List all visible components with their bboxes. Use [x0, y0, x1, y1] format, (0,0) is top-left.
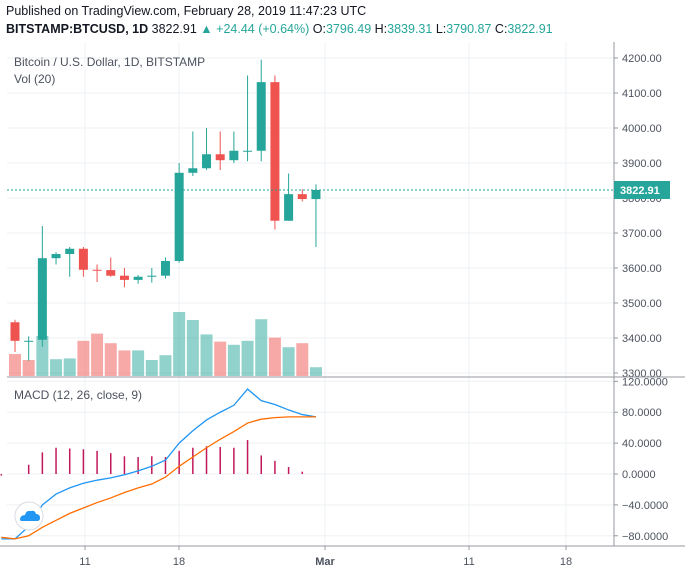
low-value: 3790.87	[446, 22, 492, 36]
candle-body	[243, 150, 253, 152]
time-tick-label: 11	[79, 556, 90, 568]
volume-bar	[186, 320, 199, 376]
candle-body	[311, 189, 321, 200]
candle-body	[147, 275, 157, 277]
signal-line	[1, 416, 316, 540]
volume-label: Vol (20)	[14, 72, 55, 86]
symbol-name: BITSTAMP:BTCUSD, 1D	[6, 22, 149, 36]
macd-title: MACD (12, 26, close, 9)	[14, 388, 142, 402]
macd-tick-label: 40.0000	[622, 438, 662, 450]
cloud-icon	[20, 510, 40, 521]
last-price-tag	[614, 180, 670, 199]
macd-line	[1, 388, 317, 540]
candle-body	[270, 82, 280, 221]
price-tick-label: 3500.00	[622, 298, 662, 310]
volume-bar	[36, 336, 49, 376]
time-tick-label: 18	[173, 556, 185, 568]
volume-bar	[118, 350, 131, 376]
price-tick-label: 4100.00	[622, 88, 662, 100]
candle-body	[160, 261, 170, 276]
volume-bar	[104, 343, 117, 376]
volume-bar	[309, 367, 322, 376]
candle-body	[37, 258, 47, 340]
volume-bar	[145, 360, 158, 376]
time-tick-label: 11	[463, 556, 474, 568]
time-tick-label: Mar	[315, 556, 335, 568]
price-tick-label: 3700.00	[622, 228, 662, 240]
macd-tick-label: −80.0000	[622, 531, 668, 543]
low-label: L:	[435, 22, 447, 36]
candle-body	[174, 172, 184, 261]
price-change: +24.44 (+0.64%)	[216, 22, 310, 36]
volume-bar	[255, 319, 268, 376]
price-tick-label: 3400.00	[622, 333, 662, 345]
volume-bar	[91, 333, 104, 376]
volume-bar	[227, 344, 240, 376]
price-tick-label: 4200.00	[622, 53, 662, 65]
volume-bar	[77, 340, 90, 376]
macd-tick-label: −40.0000	[622, 500, 668, 512]
volume-bar	[173, 312, 186, 376]
close-label: C:	[494, 22, 508, 36]
main-pane-title: Bitcoin / U.S. Dollar, 1D, BITSTAMP	[14, 55, 205, 69]
candle-body	[78, 248, 88, 270]
candle-body	[256, 82, 266, 151]
volume-bar	[296, 343, 309, 376]
price-tick-label: 3900.00	[622, 158, 662, 170]
macd-tick-label: 0.0000	[622, 469, 656, 481]
candle-body	[284, 194, 294, 221]
high-value: 3839.31	[387, 22, 433, 36]
candle-body	[229, 150, 239, 161]
candle-body	[65, 248, 75, 254]
volume-bar	[200, 334, 213, 376]
last-price-label: 3822.91	[620, 185, 660, 197]
volume-bar	[132, 350, 145, 376]
macd-tick-label: 120.0000	[622, 376, 668, 388]
candle-body	[24, 340, 34, 342]
volume-bar	[268, 337, 281, 376]
candle-body	[202, 154, 212, 169]
volume-bar	[9, 354, 21, 376]
candle-body	[10, 322, 20, 341]
candle-body	[106, 270, 116, 276]
candle-body	[51, 254, 61, 259]
high-label: H:	[374, 22, 388, 36]
volume-bar	[241, 340, 254, 376]
candle-body	[119, 275, 129, 280]
last-price: 3822.91	[151, 22, 197, 36]
volume-bar	[159, 355, 172, 376]
macd-tick-label: 80.0000	[622, 407, 662, 419]
volume-bar	[63, 358, 76, 376]
candle-body	[188, 168, 198, 173]
close-value: 3822.91	[507, 22, 553, 36]
open-value: 3796.49	[325, 22, 372, 36]
candle-body	[133, 276, 143, 280]
volume-bar	[50, 359, 63, 376]
price-tick-label: 4000.00	[622, 123, 662, 135]
up-arrow-icon: ▲	[200, 22, 213, 36]
candle-body	[92, 269, 102, 271]
volume-bar	[282, 347, 295, 376]
published-note: Published on TradingView.com, February 2…	[6, 4, 367, 18]
open-label: O:	[312, 22, 326, 36]
symbol-header: BITSTAMP:BTCUSD, 1D 3822.91 ▲ +24.44 (+0…	[6, 22, 553, 36]
time-tick-label: 18	[560, 556, 572, 568]
volume-bar	[214, 341, 227, 376]
price-tick-label: 3600.00	[622, 263, 662, 275]
candle-body	[215, 154, 225, 161]
candle-body	[297, 194, 307, 200]
volume-bar	[22, 360, 35, 376]
